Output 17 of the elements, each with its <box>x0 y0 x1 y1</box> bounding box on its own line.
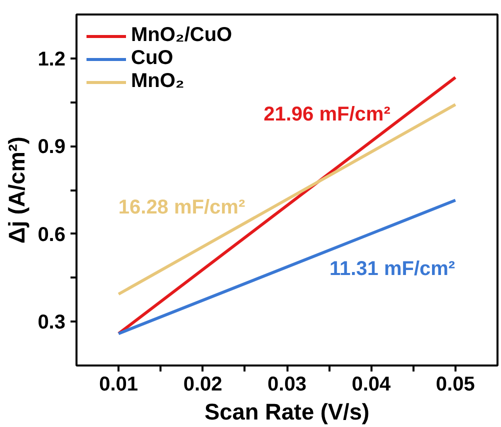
y-tick-label: 0.9 <box>38 136 66 158</box>
y-axis-title: Δj (A/cm²) <box>4 136 30 244</box>
y-tick-label: 0.3 <box>38 312 66 334</box>
x-tick-label: 0.01 <box>99 374 138 396</box>
x-tick-label: 0.03 <box>268 374 306 396</box>
x-axis-title: Scan Rate (V/s) <box>204 398 370 424</box>
y-tick-label: 0.6 <box>38 224 66 246</box>
legend-label: MnO₂ <box>131 70 184 93</box>
annotation: 16.28 mF/cm² <box>118 196 246 219</box>
legend-label: MnO₂/CuO <box>131 24 232 47</box>
x-tick-label: 0.02 <box>183 374 222 396</box>
x-tick-label: 0.05 <box>436 374 475 396</box>
legend-label: CuO <box>131 47 174 70</box>
annotation: 21.96 mF/cm² <box>264 104 391 126</box>
y-tick-label: 1.2 <box>38 48 66 70</box>
x-tick-label: 0.04 <box>352 374 392 396</box>
annotation: 11.31 mF/cm² <box>329 258 456 280</box>
